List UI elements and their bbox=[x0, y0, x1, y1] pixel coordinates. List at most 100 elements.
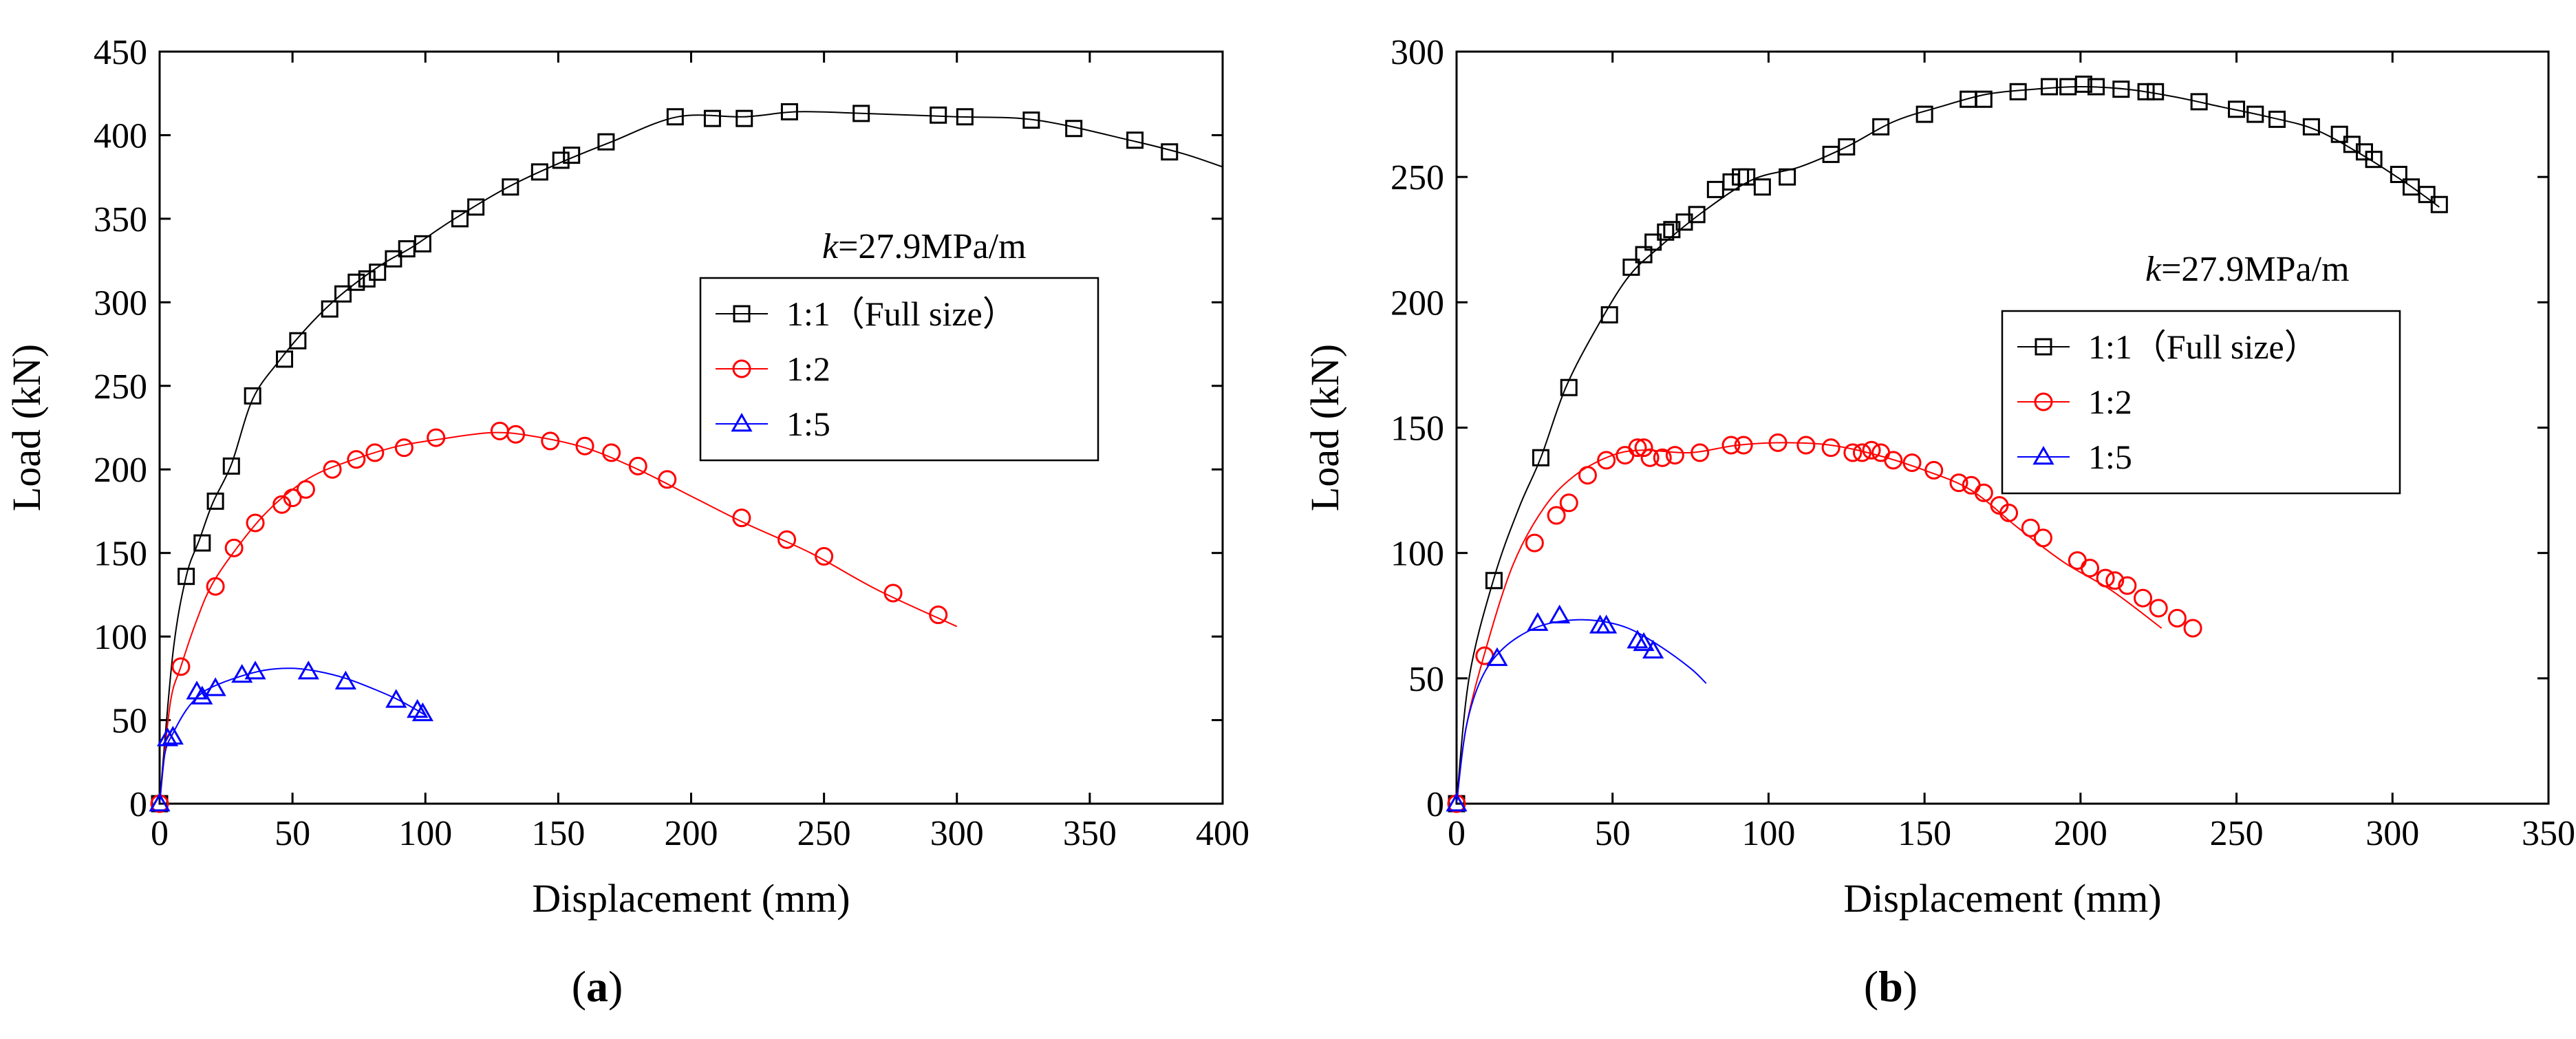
data-point bbox=[2112, 81, 2130, 98]
data-point bbox=[1872, 118, 1890, 136]
y-tick-label: 350 bbox=[94, 200, 147, 239]
data-point bbox=[2302, 118, 2320, 136]
data-point bbox=[1622, 258, 1640, 276]
plot-frame bbox=[1455, 50, 2550, 805]
y-tick-label: 150 bbox=[1391, 409, 1444, 449]
data-point bbox=[506, 425, 526, 444]
legend-item: 1:2 bbox=[716, 350, 830, 388]
data-point bbox=[2190, 93, 2208, 111]
y-tick-label: 450 bbox=[94, 33, 147, 72]
data-point bbox=[1446, 792, 1468, 812]
y-tick-label: 150 bbox=[94, 535, 147, 574]
data-point bbox=[347, 450, 366, 469]
data-point bbox=[178, 568, 195, 586]
series-2 bbox=[150, 421, 958, 813]
data-point bbox=[1633, 632, 1655, 652]
y-tick-label: 50 bbox=[1408, 660, 1444, 699]
series-3 bbox=[1446, 604, 1707, 812]
y-tick-label: 50 bbox=[111, 702, 147, 741]
legend-marker bbox=[733, 305, 751, 323]
data-point bbox=[1525, 533, 1544, 553]
x-tick-label: 350 bbox=[1063, 814, 1117, 853]
data-point bbox=[1600, 306, 1618, 324]
data-point bbox=[1657, 223, 1675, 241]
data-point bbox=[852, 105, 870, 122]
data-point bbox=[1688, 206, 1706, 224]
data-point bbox=[1738, 168, 1756, 186]
data-point bbox=[2074, 75, 2092, 93]
data-point bbox=[283, 489, 302, 508]
data-point bbox=[296, 480, 315, 499]
data-point bbox=[272, 495, 292, 514]
data-point bbox=[1642, 639, 1664, 659]
data-point bbox=[206, 492, 224, 510]
data-point bbox=[1559, 493, 1578, 513]
data-point bbox=[1779, 168, 1796, 186]
y-tick-label: 0 bbox=[1426, 785, 1444, 824]
data-point bbox=[1975, 90, 1993, 108]
legend-label: 1:2 bbox=[2088, 383, 2132, 421]
data-point bbox=[365, 443, 385, 462]
data-point bbox=[502, 178, 519, 196]
x-tick-label: 250 bbox=[2210, 814, 2264, 853]
data-point bbox=[1161, 143, 1179, 161]
legend-marker bbox=[2034, 392, 2053, 411]
series-line bbox=[1457, 85, 2440, 804]
stiffness-annotation: k=27.9MPa/m bbox=[2145, 250, 2350, 289]
data-point bbox=[1884, 451, 1903, 470]
panel-label: (b) bbox=[1864, 962, 1918, 1011]
y-tick-label: 250 bbox=[1391, 158, 1444, 197]
data-point bbox=[2087, 78, 2105, 96]
y-tick-label: 300 bbox=[1391, 33, 1444, 72]
data-point bbox=[1915, 105, 1933, 123]
legend-item: 1:2 bbox=[2017, 383, 2132, 421]
legend: 1:1（Full size） 1:2 1:5 bbox=[699, 277, 1099, 462]
x-tick-label: 100 bbox=[1741, 814, 1795, 853]
y-tick-label: 400 bbox=[94, 116, 147, 156]
y-tick-label: 250 bbox=[94, 367, 147, 407]
data-point bbox=[1532, 449, 1549, 467]
x-axis-label: Displacement (mm) bbox=[532, 876, 850, 921]
data-point bbox=[1596, 614, 1618, 634]
data-point bbox=[2009, 83, 2027, 100]
data-point bbox=[385, 250, 402, 268]
data-point bbox=[2390, 166, 2407, 184]
data-point bbox=[276, 350, 294, 368]
x-tick-label: 200 bbox=[2054, 814, 2107, 853]
data-point bbox=[1022, 111, 1040, 129]
x-tick-label: 0 bbox=[1448, 814, 1466, 853]
data-point bbox=[1843, 443, 1863, 462]
y-axis-label: Load (kN) bbox=[4, 344, 49, 511]
series-line bbox=[1457, 619, 1707, 804]
chart-a: 0 50 100 150 200 250 300 350 400 0 50 100 150 200 250 3… bbox=[4, 33, 1249, 1011]
data-point bbox=[297, 661, 319, 680]
data-point bbox=[1722, 173, 1740, 191]
x-tick-label: 350 bbox=[2522, 814, 2575, 853]
data-point bbox=[530, 163, 548, 181]
data-point bbox=[224, 538, 244, 557]
series-2 bbox=[1447, 433, 2202, 813]
data-point bbox=[1486, 647, 1508, 666]
plot-frame bbox=[158, 50, 1224, 805]
data-point bbox=[1753, 178, 1771, 196]
data-point bbox=[1644, 233, 1662, 251]
data-point bbox=[385, 689, 407, 708]
data-point bbox=[451, 210, 469, 228]
data-point bbox=[1126, 131, 1144, 149]
data-point bbox=[2149, 599, 2168, 618]
x-axis-label: Displacement (mm) bbox=[1843, 876, 2161, 921]
data-point bbox=[1527, 612, 1549, 631]
legend-item: 1:5 bbox=[716, 405, 830, 443]
data-point bbox=[1706, 180, 1724, 198]
data-point bbox=[1634, 438, 1653, 458]
data-point bbox=[1838, 138, 1856, 156]
data-point bbox=[703, 109, 721, 127]
data-point bbox=[321, 300, 339, 318]
data-point bbox=[206, 577, 225, 596]
y-axis-label: Load (kN) bbox=[1302, 344, 1347, 511]
data-point bbox=[1734, 436, 1753, 455]
data-point bbox=[2096, 568, 2115, 588]
y-tick-label: 200 bbox=[1391, 283, 1444, 323]
data-point bbox=[171, 657, 191, 676]
